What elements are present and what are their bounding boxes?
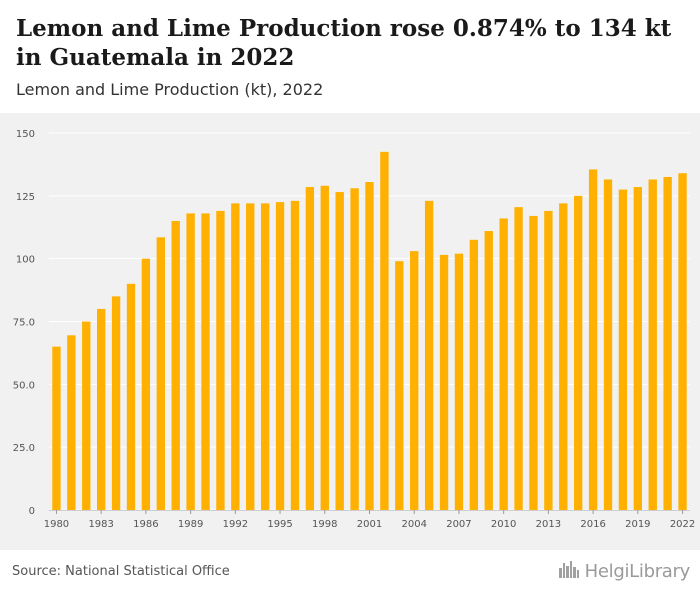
x-tick-label: 2007: [446, 519, 471, 530]
bar: [618, 189, 628, 511]
bar: [260, 203, 270, 510]
bar: [320, 185, 329, 510]
bar: [365, 182, 374, 510]
y-tick-label: 0: [29, 506, 35, 517]
bar: [395, 261, 404, 510]
x-tick-label: 1980: [44, 519, 69, 530]
y-tick-label: 100: [16, 255, 35, 266]
bar: [141, 258, 151, 510]
x-tick-label: 2022: [670, 519, 695, 530]
bar: [275, 202, 285, 510]
x-tick-label: 2001: [357, 519, 382, 530]
bar: [663, 176, 672, 510]
bar: [544, 210, 553, 510]
y-tick-label: 150: [16, 129, 35, 140]
bar: [350, 188, 359, 510]
x-tick-label: 1998: [312, 519, 337, 530]
bar: [290, 200, 300, 511]
x-tick-label: 2019: [625, 519, 650, 530]
bar: [648, 179, 657, 510]
bar: [484, 231, 493, 510]
bar: [410, 251, 419, 511]
page-title: Lemon and Lime Production rose 0.874% to…: [16, 15, 672, 71]
x-tick-label: 2016: [580, 519, 605, 530]
y-tick-label: 125: [16, 192, 35, 203]
bar: [335, 192, 344, 510]
bar: [171, 220, 180, 510]
city-skyline-icon: [558, 560, 580, 583]
footer: Source: National Statistical Office Helg…: [0, 550, 700, 596]
bar: [424, 200, 434, 511]
bar: [588, 169, 598, 510]
chart-area: 0 25.0 50.0 75.0 100 125 150 1980 1983 1986 1989 19…: [0, 113, 700, 550]
header: Lemon and Lime Production rose 0.874% to…: [0, 0, 700, 113]
bar: [52, 346, 61, 510]
x-tick-label: 1992: [223, 519, 248, 530]
x-tick-label: 1983: [88, 519, 113, 530]
bar: [514, 207, 523, 510]
bar: [82, 321, 91, 510]
bar: [216, 210, 225, 510]
x-tick-label: 2010: [491, 519, 516, 530]
bar: [97, 308, 106, 510]
x-tick-label: 1989: [178, 519, 203, 530]
x-tick-label: 1995: [267, 519, 292, 530]
bar: [529, 215, 538, 510]
bar: [156, 237, 165, 510]
bar-chart: 0 25.0 50.0 75.0 100 125 150 1980 1983 1986 1989 19…: [13, 129, 696, 530]
chart-subtitle: Lemon and Lime Production (kt), 2022: [16, 80, 324, 99]
brand-logo[interactable]: HelgiLibrary: [558, 560, 690, 583]
y-tick-label: 25.0: [13, 443, 35, 454]
source-note: Source: National Statistical Office: [12, 564, 230, 579]
bar: [380, 151, 389, 510]
bar: [126, 283, 136, 510]
bar: [111, 296, 121, 510]
bar: [603, 179, 613, 510]
bar: [559, 203, 568, 510]
y-tick-label: 50.0: [13, 380, 35, 391]
bar: [574, 195, 583, 510]
bar: [201, 213, 210, 510]
x-tick-label: 1986: [133, 519, 158, 530]
y-tick-label: 75.0: [13, 318, 35, 329]
bar: [186, 213, 195, 510]
bar: [439, 254, 449, 510]
x-tick-label: 2013: [536, 519, 561, 530]
bar: [67, 335, 76, 510]
bar: [231, 203, 240, 510]
bar: [678, 173, 687, 511]
bar: [454, 253, 464, 510]
bar: [469, 239, 479, 511]
x-tick-label: 2004: [401, 519, 426, 530]
brand-name: HelgiLibrary: [584, 561, 691, 582]
bar: [499, 218, 508, 510]
bar: [633, 187, 642, 510]
bar: [246, 203, 255, 510]
bar: [305, 187, 315, 510]
